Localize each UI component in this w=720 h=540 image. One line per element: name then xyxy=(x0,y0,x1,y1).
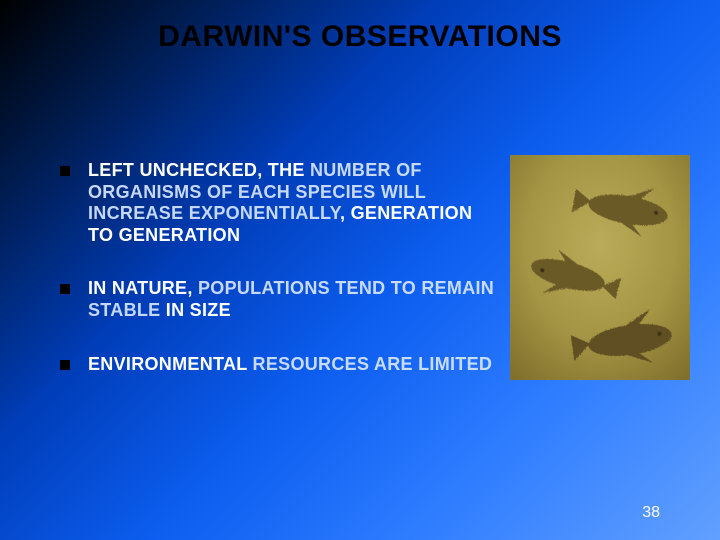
bullet-marker-icon xyxy=(60,284,70,294)
bullet-item: ENVIRONMENTAL RESOURCES ARE LIMITED xyxy=(60,354,500,376)
bullet-span: LEFT UNCHECKED, THE xyxy=(88,160,310,180)
bullet-marker-icon xyxy=(60,166,70,176)
page-number: 38 xyxy=(642,504,660,522)
slide-title: DARWIN'S OBSERVATIONS xyxy=(0,20,720,54)
bullet-span: IN SIZE xyxy=(160,300,230,320)
fossil-fish-icon xyxy=(510,155,690,380)
fossil-image xyxy=(510,155,690,380)
slide: DARWIN'S OBSERVATIONS LEFT UNCHECKED, TH… xyxy=(0,0,720,540)
bullet-span: ENVIRONMENTAL xyxy=(88,354,253,374)
bullet-marker-icon xyxy=(60,360,70,370)
bullet-text: IN NATURE, POPULATIONS TEND TO REMAIN ST… xyxy=(88,278,500,321)
bullet-span-emphasis: RESOURCES ARE LIMITED xyxy=(253,354,493,374)
bullet-item: LEFT UNCHECKED, THE NUMBER OF ORGANISMS … xyxy=(60,160,500,246)
bullet-text: LEFT UNCHECKED, THE NUMBER OF ORGANISMS … xyxy=(88,160,500,246)
bullet-list: LEFT UNCHECKED, THE NUMBER OF ORGANISMS … xyxy=(60,160,500,407)
bullet-item: IN NATURE, POPULATIONS TEND TO REMAIN ST… xyxy=(60,278,500,321)
bullet-text: ENVIRONMENTAL RESOURCES ARE LIMITED xyxy=(88,354,500,376)
bullet-span: IN NATURE, xyxy=(88,278,198,298)
